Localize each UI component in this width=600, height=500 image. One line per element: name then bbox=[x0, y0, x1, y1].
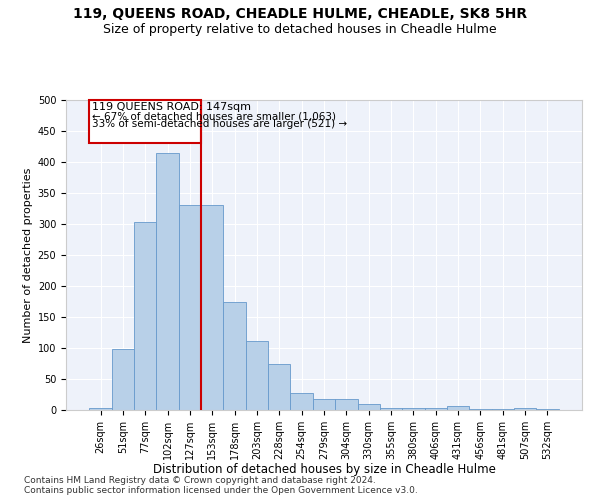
Bar bbox=[358, 404, 380, 410]
Bar bbox=[402, 408, 425, 410]
Bar bbox=[201, 205, 223, 410]
Bar bbox=[425, 408, 447, 410]
Bar bbox=[268, 364, 290, 410]
Bar bbox=[223, 302, 246, 410]
Bar bbox=[447, 406, 469, 410]
Bar bbox=[380, 408, 402, 410]
Text: 33% of semi-detached houses are larger (521) →: 33% of semi-detached houses are larger (… bbox=[92, 119, 347, 129]
Y-axis label: Number of detached properties: Number of detached properties bbox=[23, 168, 34, 342]
Bar bbox=[134, 222, 157, 410]
Bar bbox=[246, 341, 268, 410]
Bar bbox=[89, 100, 201, 144]
Bar bbox=[313, 400, 335, 410]
Bar bbox=[335, 400, 358, 410]
Text: 119, QUEENS ROAD, CHEADLE HULME, CHEADLE, SK8 5HR: 119, QUEENS ROAD, CHEADLE HULME, CHEADLE… bbox=[73, 8, 527, 22]
Bar bbox=[112, 348, 134, 410]
Bar bbox=[179, 205, 201, 410]
X-axis label: Distribution of detached houses by size in Cheadle Hulme: Distribution of detached houses by size … bbox=[152, 464, 496, 476]
Bar bbox=[290, 392, 313, 410]
Bar bbox=[157, 154, 179, 410]
Text: 119 QUEENS ROAD: 147sqm: 119 QUEENS ROAD: 147sqm bbox=[92, 102, 251, 113]
Text: Size of property relative to detached houses in Cheadle Hulme: Size of property relative to detached ho… bbox=[103, 22, 497, 36]
Text: ← 67% of detached houses are smaller (1,063): ← 67% of detached houses are smaller (1,… bbox=[92, 111, 335, 121]
Text: Contains HM Land Registry data © Crown copyright and database right 2024.
Contai: Contains HM Land Registry data © Crown c… bbox=[24, 476, 418, 495]
Bar bbox=[514, 408, 536, 410]
Bar bbox=[89, 408, 112, 410]
